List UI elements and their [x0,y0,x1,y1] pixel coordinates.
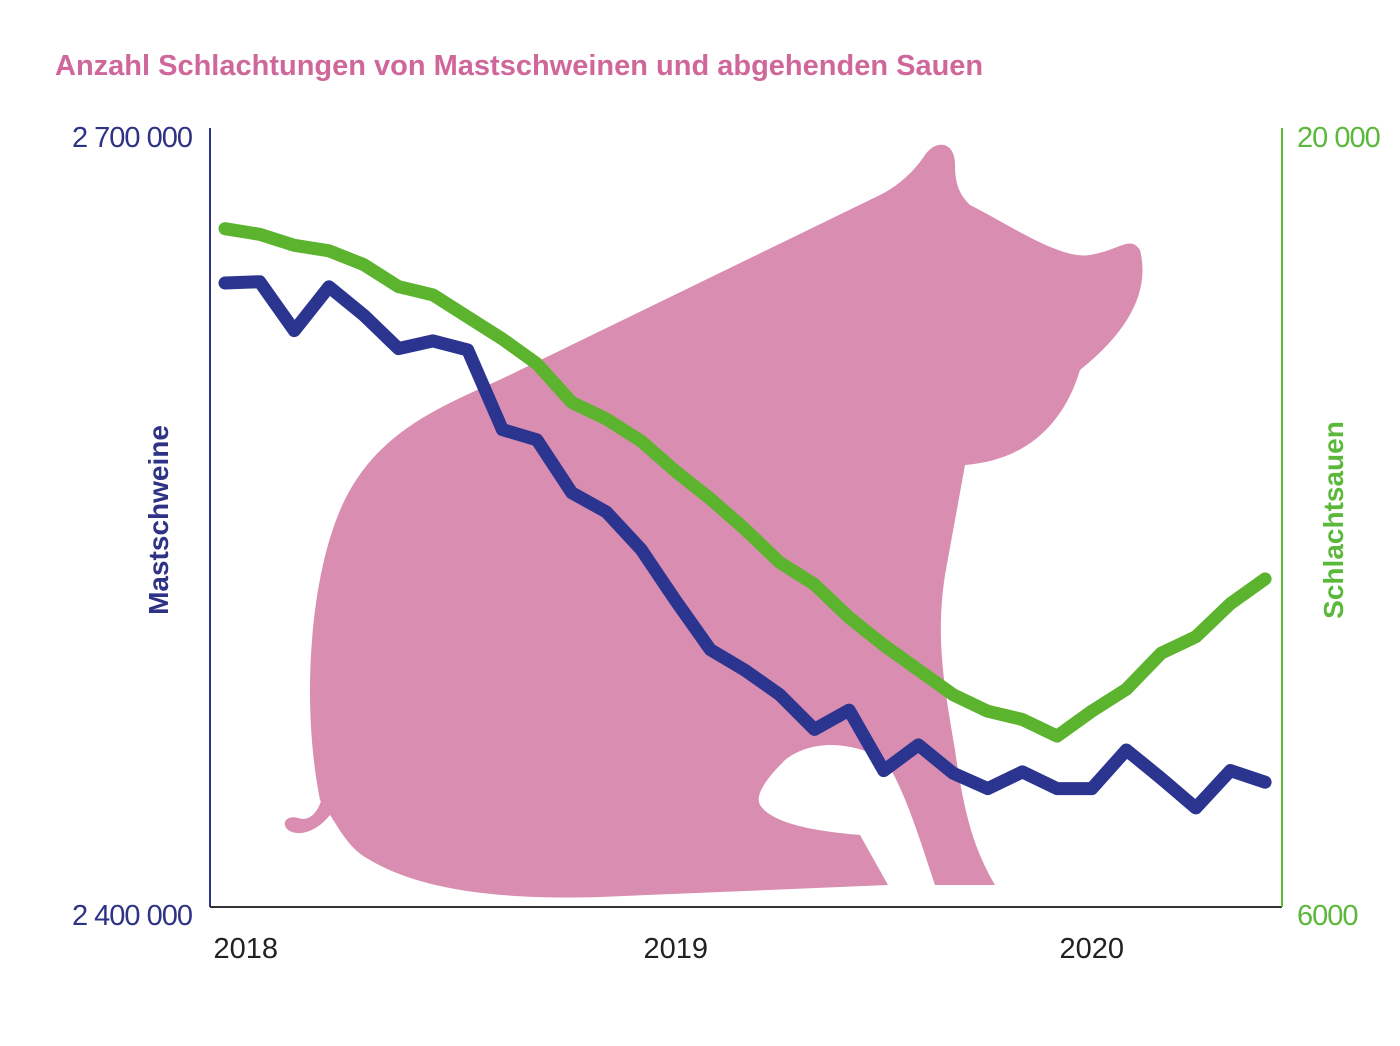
series-line-schlachtsauen [218,222,1272,743]
left-tick-label: 2 400 000 [72,900,192,932]
pig-silhouette [284,144,1143,898]
right-tick-label: 20 000 [1297,122,1380,154]
x-tick-label: 2020 [1059,933,1124,965]
x-tick-label: 2019 [643,933,708,965]
series-line-mastschweine [218,275,1272,815]
right-tick-label: 6000 [1297,900,1358,932]
left-axis-label: Mastschweine [143,425,174,615]
left-tick-label: 2 700 000 [72,122,192,154]
right-axis-label: Schlachtsauen [1318,421,1349,619]
x-tick-label: 2018 [214,933,279,965]
chart-title: Anzahl Schlachtungen von Mastschweinen u… [55,50,983,82]
